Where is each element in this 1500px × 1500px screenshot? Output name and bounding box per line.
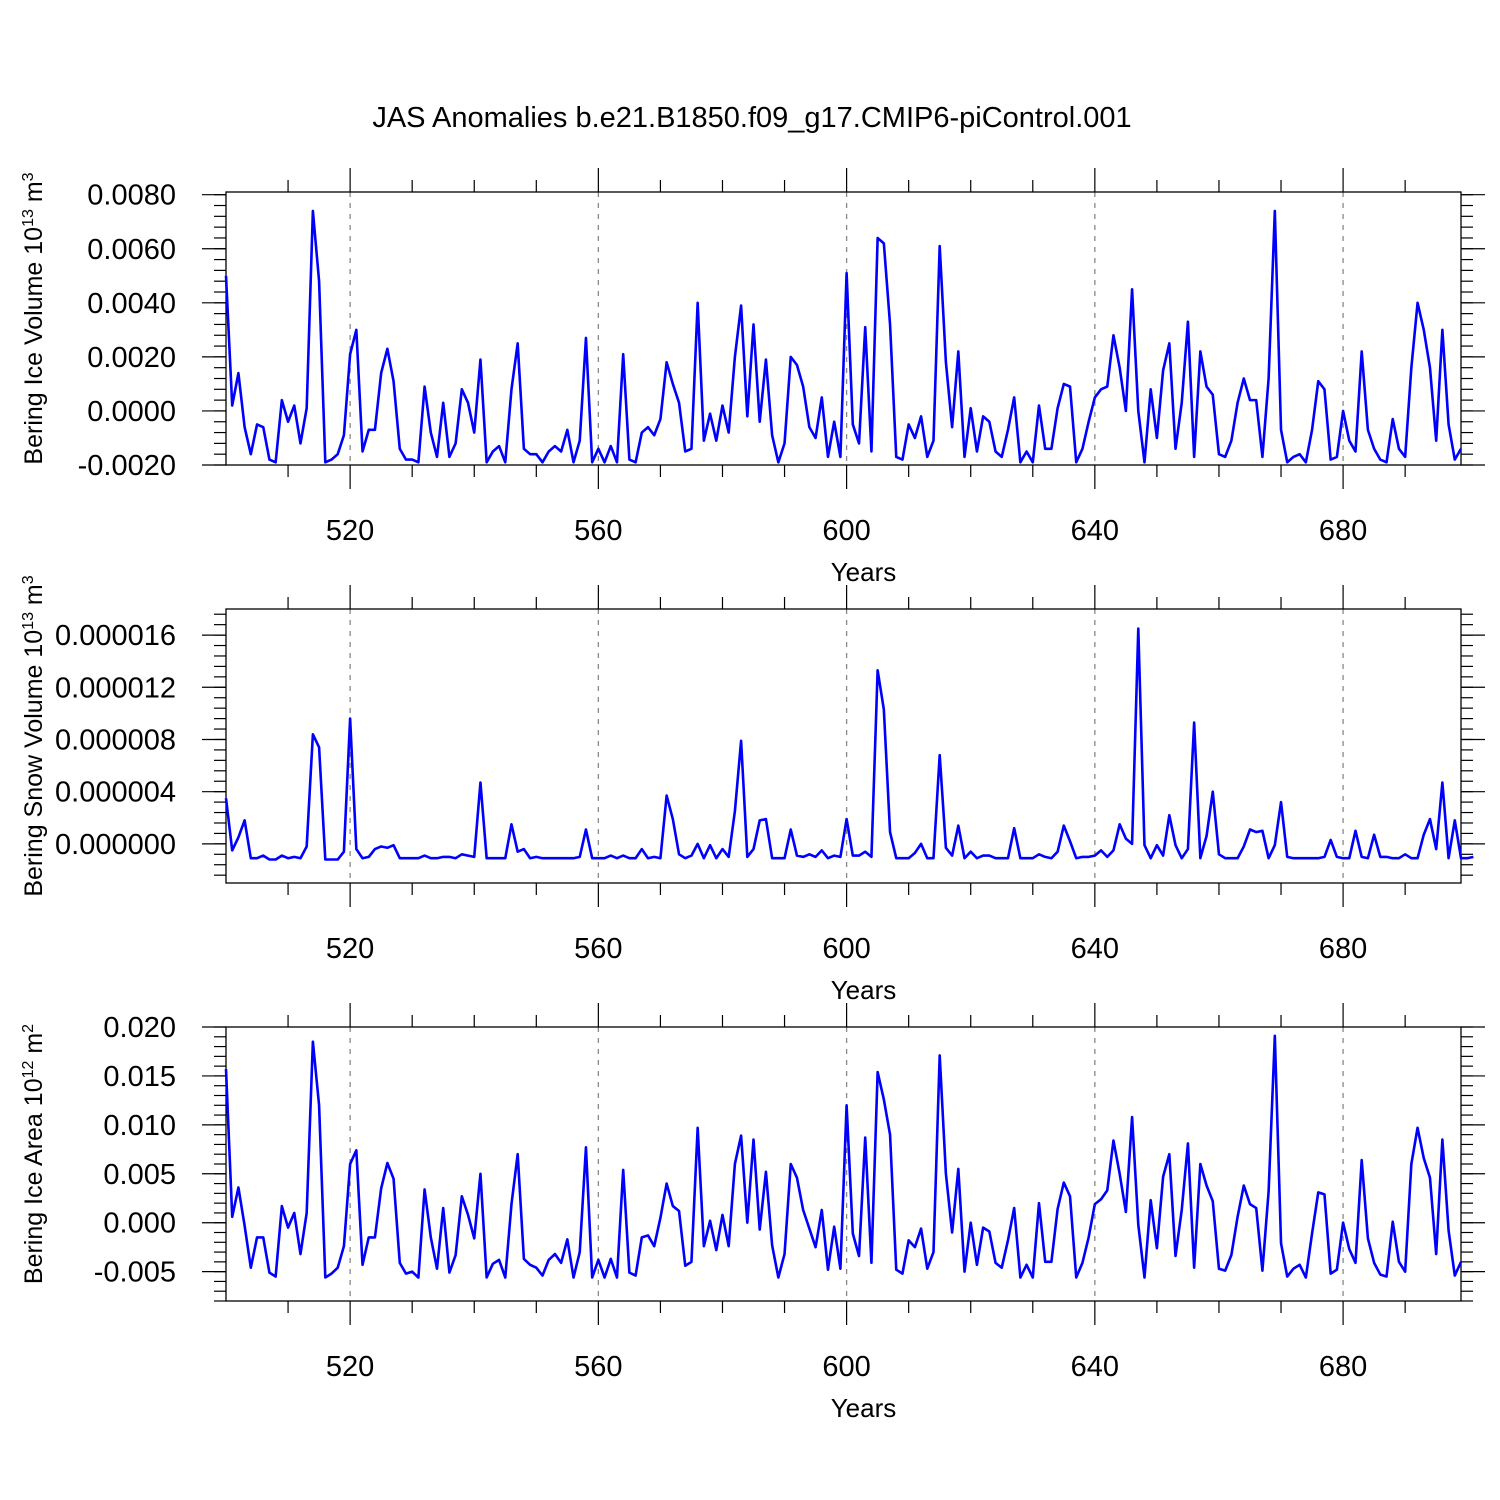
y-tick-label: 0.000 (103, 1208, 176, 1240)
y-tick-label: 0.0020 (87, 342, 176, 374)
x-tick-label: 680 (1319, 1351, 1367, 1383)
plot-frame (225, 191, 1462, 466)
x-tick-label: 520 (326, 933, 374, 965)
x-tick-label: 560 (574, 1351, 622, 1383)
panels: 520 560 600 640 680 -0.0020 0.0000 0.0020 0.0040… (20, 168, 1485, 1423)
y-tick-label: 0.000016 (55, 620, 176, 652)
y-tick-label: 0.010 (103, 1110, 176, 1142)
y-tick-label: 0.0040 (87, 288, 176, 320)
y-tick-label: 0.005 (103, 1159, 176, 1191)
x-axis-label: Years (831, 1393, 897, 1423)
x-tick-label: 640 (1071, 515, 1119, 547)
y-axis-label: Bering Snow Volume 1013 m3 (20, 575, 48, 896)
y-tick-label: 0.000000 (55, 829, 176, 861)
x-tick-label: 680 (1319, 933, 1367, 965)
x-tick-label: 640 (1071, 933, 1119, 965)
series-line-1 (224, 627, 1474, 861)
y-axis-label: Bering Ice Area 1012 m2 (20, 1024, 48, 1284)
x-axis-label: Years (831, 557, 897, 587)
y-tick-label: -0.0020 (78, 450, 176, 482)
plot-frame (225, 608, 1462, 884)
x-axis-label: Years (831, 975, 897, 1005)
panel-3: 520 560 600 640 680 -0.005 0.000 0.005 0.010 0.01… (20, 1003, 1485, 1423)
x-tick-label: 560 (574, 933, 622, 965)
series-line-1 (224, 209, 1463, 464)
y-tick-label: 0.0080 (87, 180, 176, 212)
figure-title: JAS Anomalies b.e21.B1850.f09_g17.CMIP6-… (372, 102, 1131, 134)
x-tick-label: 560 (574, 515, 622, 547)
x-tick-label: 520 (326, 515, 374, 547)
x-tick-label: 640 (1071, 1351, 1119, 1383)
y-tick-label: 0.000008 (55, 724, 176, 756)
panel-2: 520 560 600 640 680 0.000000 0.000004 0.000008 0… (20, 575, 1485, 1005)
y-tick-label: 0.015 (103, 1061, 176, 1093)
series-line-1 (224, 1034, 1463, 1279)
y-tick-label: 0.020 (103, 1012, 176, 1044)
x-tick-label: 600 (822, 933, 870, 965)
x-tick-label: 600 (822, 515, 870, 547)
y-tick-label: 0.000012 (55, 672, 176, 704)
y-tick-label: 0.000004 (55, 777, 176, 809)
y-tick-label: 0.0000 (87, 396, 176, 428)
panel-1: 520 560 600 640 680 -0.0020 0.0000 0.0020 0.0040… (20, 168, 1485, 587)
x-tick-label: 680 (1319, 515, 1367, 547)
x-tick-label: 600 (822, 1351, 870, 1383)
y-tick-label: -0.005 (94, 1257, 176, 1289)
x-tick-label: 520 (326, 1351, 374, 1383)
y-tick-label: 0.0060 (87, 234, 176, 266)
y-axis-label: Bering Ice Volume 1013 m3 (20, 172, 48, 464)
